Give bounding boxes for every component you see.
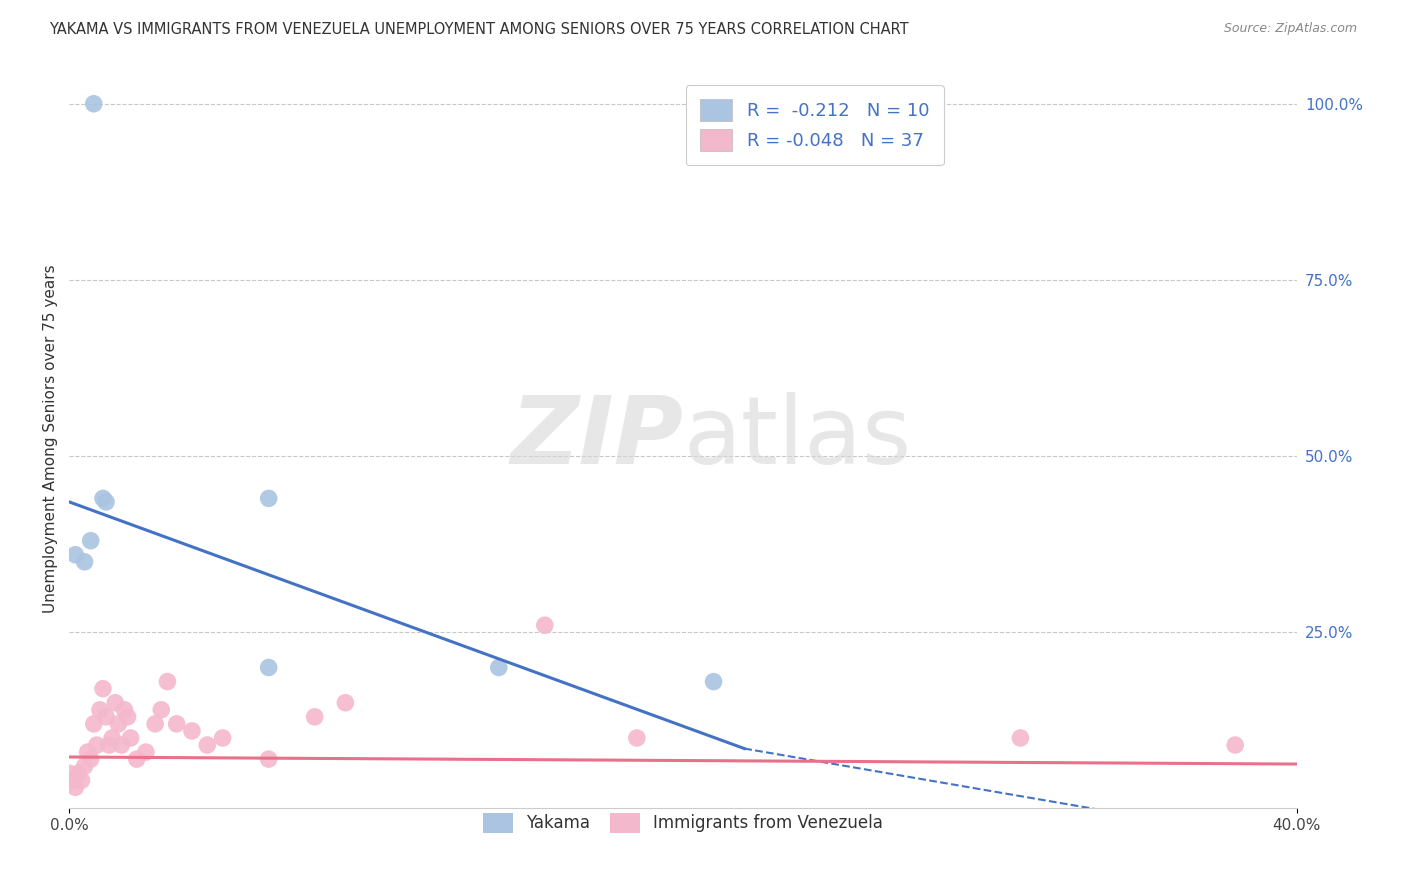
Text: Source: ZipAtlas.com: Source: ZipAtlas.com: [1223, 22, 1357, 36]
Point: [94, 710, 117, 724]
Point: [135, 745, 157, 759]
Point: [166, 717, 188, 731]
Point: [65, 548, 87, 562]
Point: [91, 681, 114, 696]
Point: [83, 717, 105, 731]
Point: [107, 717, 129, 731]
Point: [114, 703, 136, 717]
Point: [143, 717, 166, 731]
Point: [125, 752, 148, 766]
Point: [76, 745, 98, 759]
Point: [98, 738, 121, 752]
Point: [58, 766, 80, 780]
Point: [150, 703, 173, 717]
Point: [80, 752, 103, 766]
Point: [335, 696, 357, 710]
Point: [257, 491, 280, 506]
Point: [94, 495, 117, 509]
Point: [70, 773, 93, 788]
Legend: Yakama, Immigrants from Venezuela: Yakama, Immigrants from Venezuela: [471, 801, 894, 845]
Point: [257, 660, 280, 674]
Point: [101, 731, 124, 745]
Point: [703, 674, 725, 689]
Point: [73, 759, 96, 773]
Point: [488, 660, 510, 674]
Text: YAKAMA VS IMMIGRANTS FROM VENEZUELA UNEMPLOYMENT AMONG SENIORS OVER 75 YEARS COR: YAKAMA VS IMMIGRANTS FROM VENEZUELA UNEM…: [49, 22, 908, 37]
Point: [257, 752, 280, 766]
Point: [1010, 731, 1032, 745]
Point: [67, 766, 90, 780]
Text: atlas: atlas: [683, 392, 911, 484]
Point: [1225, 738, 1247, 752]
Point: [626, 731, 648, 745]
Point: [304, 710, 326, 724]
Point: [73, 555, 96, 569]
Point: [83, 96, 105, 111]
Point: [60, 773, 83, 788]
Point: [120, 731, 142, 745]
Point: [110, 738, 132, 752]
Point: [195, 738, 218, 752]
Point: [104, 696, 127, 710]
Point: [65, 780, 87, 795]
Point: [91, 491, 114, 506]
Point: [211, 731, 233, 745]
Text: ZIP: ZIP: [510, 392, 683, 484]
Point: [80, 533, 103, 548]
Point: [156, 674, 179, 689]
Point: [533, 618, 555, 632]
Y-axis label: Unemployment Among Seniors over 75 years: Unemployment Among Seniors over 75 years: [44, 264, 58, 613]
Point: [117, 710, 139, 724]
Point: [181, 723, 204, 738]
Point: [89, 703, 111, 717]
Point: [86, 738, 108, 752]
